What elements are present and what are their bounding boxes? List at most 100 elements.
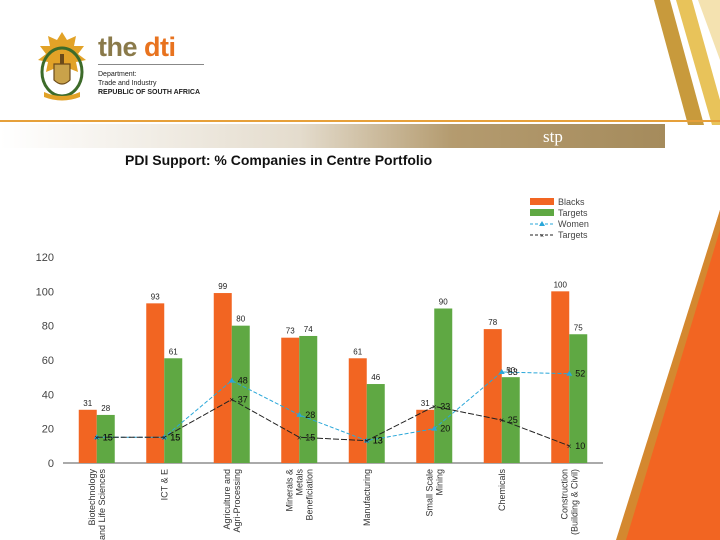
bar-blacks [146,303,165,463]
line-targets [96,398,570,447]
point-women [566,370,573,376]
y-tick-label: 40 [42,389,54,401]
bar-value-label: 75 [574,323,583,332]
x-tick-label-line: Mining [434,469,444,496]
point-targets: × [94,433,99,442]
bar-blacks [416,409,435,463]
bar-targets [164,358,183,463]
bar-targets [231,325,250,463]
bar-value-label: 100 [554,280,568,289]
bar-value-label: 93 [151,292,160,301]
legend-label: Targets [558,208,588,218]
legend-marker: × [540,233,544,240]
y-tick-label: 60 [42,355,54,367]
brand-accent: dti [144,32,176,62]
legend-swatch [530,209,554,216]
line-value-label: 15 [170,432,180,442]
line-value-label: 13 [373,436,383,446]
point-targets: × [229,395,234,404]
banner-label: stp [543,127,563,146]
point-women [296,411,303,417]
bar-value-label: 74 [304,325,313,334]
bar-targets [366,384,385,463]
department-line1: Department: [98,71,137,78]
x-tick-label: Small Scale Mining [424,469,444,517]
x-tick-label: Minerals & Metals Beneficiation [284,469,314,521]
point-targets: × [432,402,437,411]
x-tick-label: Construction (Building & Civil) [559,469,579,535]
brand-prefix: the [98,32,145,62]
x-tick-label-line: Construction [559,469,569,520]
line-value-label: 25 [508,415,518,425]
right-decoration [608,150,720,540]
line-value-label: 15 [170,432,180,442]
x-tick-label: Agriculture and Agri-Processing [222,469,242,533]
point-women [498,369,505,375]
bar-blacks [483,329,502,463]
bar-targets [569,334,588,463]
logo-divider [98,64,204,65]
corner-decoration [654,0,720,125]
bar-value-label: 90 [439,298,448,307]
x-tick-label: Biotechnology and Life Sciences [87,469,107,540]
bar-targets [96,414,115,463]
point-targets: × [364,437,369,446]
x-tick-label-line: Biotechnology [87,469,97,526]
bar-value-label: 99 [218,282,227,291]
bar-value-label: 50 [506,366,515,375]
section-banner [0,124,665,148]
x-tick-label-line: and Life Sciences [97,469,107,540]
y-tick-label: 0 [48,458,54,470]
brand-logo-text: the dti [98,32,176,63]
department-line2: Trade and Industry [98,80,157,87]
x-tick-label-line: Minerals & [284,469,294,512]
x-tick-label-line: (Building & Civil) [569,469,579,535]
x-tick-label: ICT & E [159,469,169,500]
bar-value-label: 46 [371,373,380,382]
point-targets: × [499,416,504,425]
x-tick-label: Chemicals [497,469,507,512]
coat-of-arms-icon [38,32,86,101]
header-divider [0,120,720,122]
line-value-label: 15 [103,432,113,442]
point-targets: × [297,433,302,442]
x-tick-label-line: Agri-Processing [232,469,242,533]
bar-value-label: 73 [286,327,295,336]
bar-value-label: 61 [169,347,178,356]
x-tick-label: Manufacturing [362,469,372,526]
chart: PDI Support: % Companies in Centre Portf… [36,152,603,540]
line-value-label: 37 [238,394,248,404]
legend-label: Targets [558,230,588,240]
y-tick-label: 80 [42,321,54,333]
legend-label: Blacks [558,197,585,207]
x-tick-label-line: Beneficiation [304,469,314,521]
bar-value-label: 61 [353,347,362,356]
x-tick-label-line: Metals [294,469,304,496]
department-line3: REPUBLIC OF SOUTH AFRICA [98,89,201,96]
point-women [228,377,235,383]
x-tick-label-line: Manufacturing [362,469,372,526]
legend-marker [539,221,545,226]
bar-targets [299,335,318,463]
bar-targets [434,308,453,463]
bar-blacks [551,291,570,463]
line-value-label: 28 [305,410,315,420]
line-value-label: 53 [508,367,518,377]
bar-blacks [213,293,232,463]
bar-blacks [78,409,97,463]
bar-targets [501,377,520,463]
department-text: Department: Trade and Industry REPUBLIC … [98,70,200,97]
legend-label: Women [558,219,589,229]
chart-title: PDI Support: % Companies in Centre Portf… [125,152,432,168]
bar-value-label: 31 [83,399,92,408]
bar-value-label: 78 [488,318,497,327]
x-tick-label-line: Agriculture and [222,469,232,530]
bar-value-label: 31 [421,399,430,408]
legend-swatch [530,198,554,205]
line-women [96,371,570,442]
bar-value-label: 80 [236,315,245,324]
bar-blacks [348,358,367,463]
x-tick-label-line: ICT & E [159,469,169,500]
y-tick-label: 20 [42,424,54,436]
line-value-label: 15 [305,432,315,442]
